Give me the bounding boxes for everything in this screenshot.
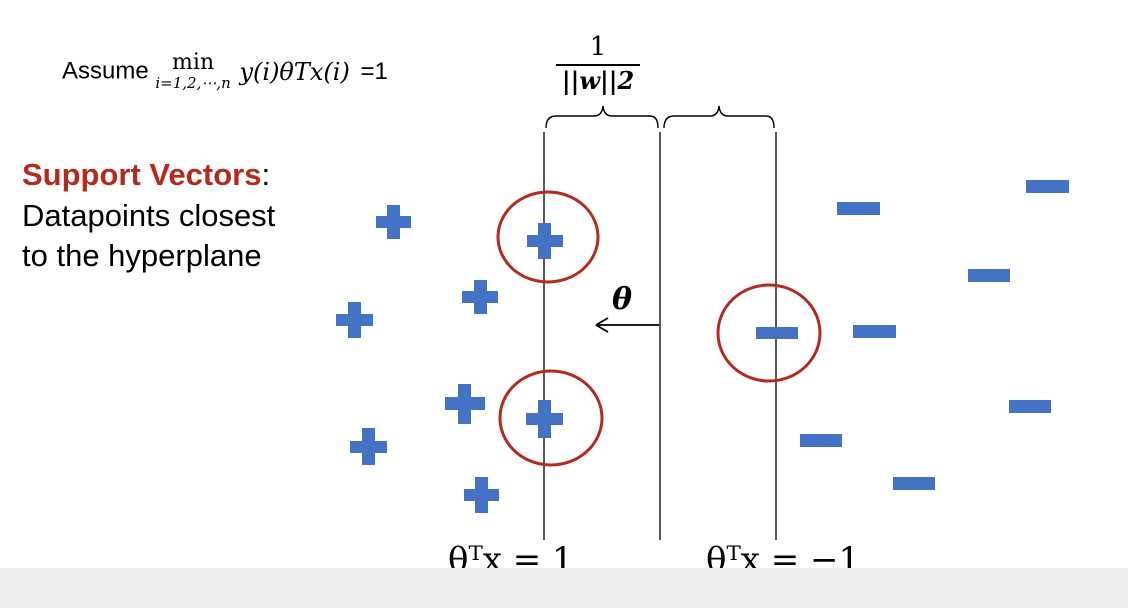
- description-line-1: Datapoints closest: [22, 198, 276, 233]
- support-vectors-description: Datapoints closest to the hyperplane: [22, 196, 382, 276]
- negative-point: [756, 327, 798, 339]
- fraction-denominator: ||w||2: [561, 66, 635, 95]
- negative-point: [853, 325, 896, 338]
- support-vector-circle: [496, 190, 600, 284]
- bottom-bar: [0, 568, 1128, 608]
- margin-fraction: 1 ||w||2: [556, 34, 640, 94]
- fraction-bar: [556, 64, 640, 66]
- negative-point: [800, 434, 842, 447]
- support-vectors-title: Support Vectors: [22, 157, 262, 192]
- negative-point: [893, 477, 935, 490]
- assumption-formula: Assume min i=1,2,⋯,n y(i)θTx(i) =1: [62, 52, 388, 91]
- assumption-expression: y(i)θTx(i): [239, 57, 350, 86]
- positive-point: [526, 400, 563, 438]
- positive-point: [462, 280, 498, 314]
- support-vector-circle: [498, 369, 604, 467]
- positive-point: [336, 302, 373, 338]
- negative-point: [1009, 400, 1051, 413]
- support-vectors-heading: Support Vectors:: [22, 156, 270, 193]
- negative-point: [1026, 180, 1069, 193]
- fraction-numerator: 1: [589, 32, 607, 62]
- brace-left: [545, 105, 659, 129]
- support-vectors-colon: :: [261, 157, 271, 192]
- positive-point: [350, 428, 387, 465]
- positive-point: [445, 384, 485, 424]
- negative-point: [837, 202, 880, 215]
- min-word: min: [172, 50, 215, 75]
- min-operator: min i=1,2,⋯,n: [155, 52, 230, 91]
- assumption-prefix: Assume: [62, 57, 149, 85]
- assumption-equals: =1: [360, 57, 388, 85]
- theta-arrow: [595, 317, 659, 333]
- positive-point: [376, 205, 411, 239]
- brace-right: [663, 105, 775, 129]
- theta-label: θ: [612, 282, 633, 317]
- positive-point: [527, 223, 563, 259]
- support-vector-circle: [716, 283, 822, 383]
- positive-point: [464, 477, 499, 513]
- description-line-2: to the hyperplane: [22, 238, 262, 273]
- negative-point: [968, 269, 1010, 282]
- min-subscript: i=1,2,⋯,n: [155, 74, 231, 92]
